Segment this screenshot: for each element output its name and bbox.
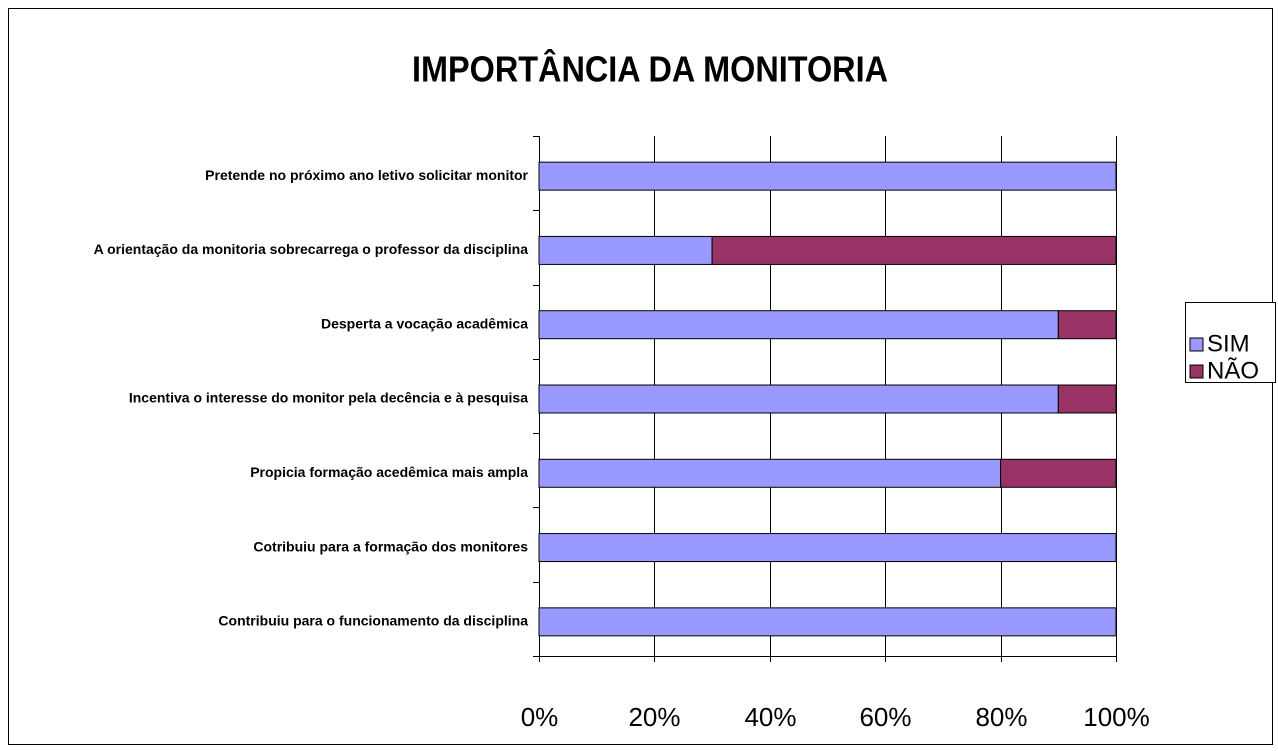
x-tick-label: 100% [1083,702,1150,732]
x-tick-label: 40% [744,702,796,732]
legend-swatch [1189,364,1204,379]
bar-segment [538,607,1117,637]
legend-label: NÃO [1207,357,1259,384]
y-tick-label: Incentiva o interesse do monitor pela de… [129,390,528,406]
y-tick-label: Desperta a vocação acadêmica [321,315,528,331]
bar-segment [538,161,1117,191]
bar-segment [538,310,1059,340]
x-tick-label: 60% [859,702,911,732]
legend-swatch [1189,337,1204,352]
x-tick-label: 80% [975,702,1027,732]
bar-segment [538,235,713,265]
bar-segment [1057,310,1117,340]
y-tick-label: Cotribuiu para a formação dos monitores [253,538,528,554]
bar-segment [538,533,1117,563]
bar-segment [538,384,1059,414]
legend-label: SIM [1207,330,1250,357]
bar-segment [1000,458,1117,488]
bar-segment [538,458,1002,488]
y-tick-label: Propicia formação acedêmica mais ampla [250,464,528,480]
chart-title: IMPORTÂNCIA DA MONITORIA [412,48,888,90]
y-tick-label: Pretende no próximo ano letivo solicitar… [205,167,528,183]
x-tick-label: 0% [521,702,559,732]
y-tick-label: Contribuiu para o funcionamento da disci… [218,613,528,629]
bar-segment [711,235,1117,265]
x-tick-label: 20% [628,702,680,732]
y-tick-label: A orientação da monitoria sobrecarrega o… [94,241,529,257]
bar-segment [1057,384,1117,414]
